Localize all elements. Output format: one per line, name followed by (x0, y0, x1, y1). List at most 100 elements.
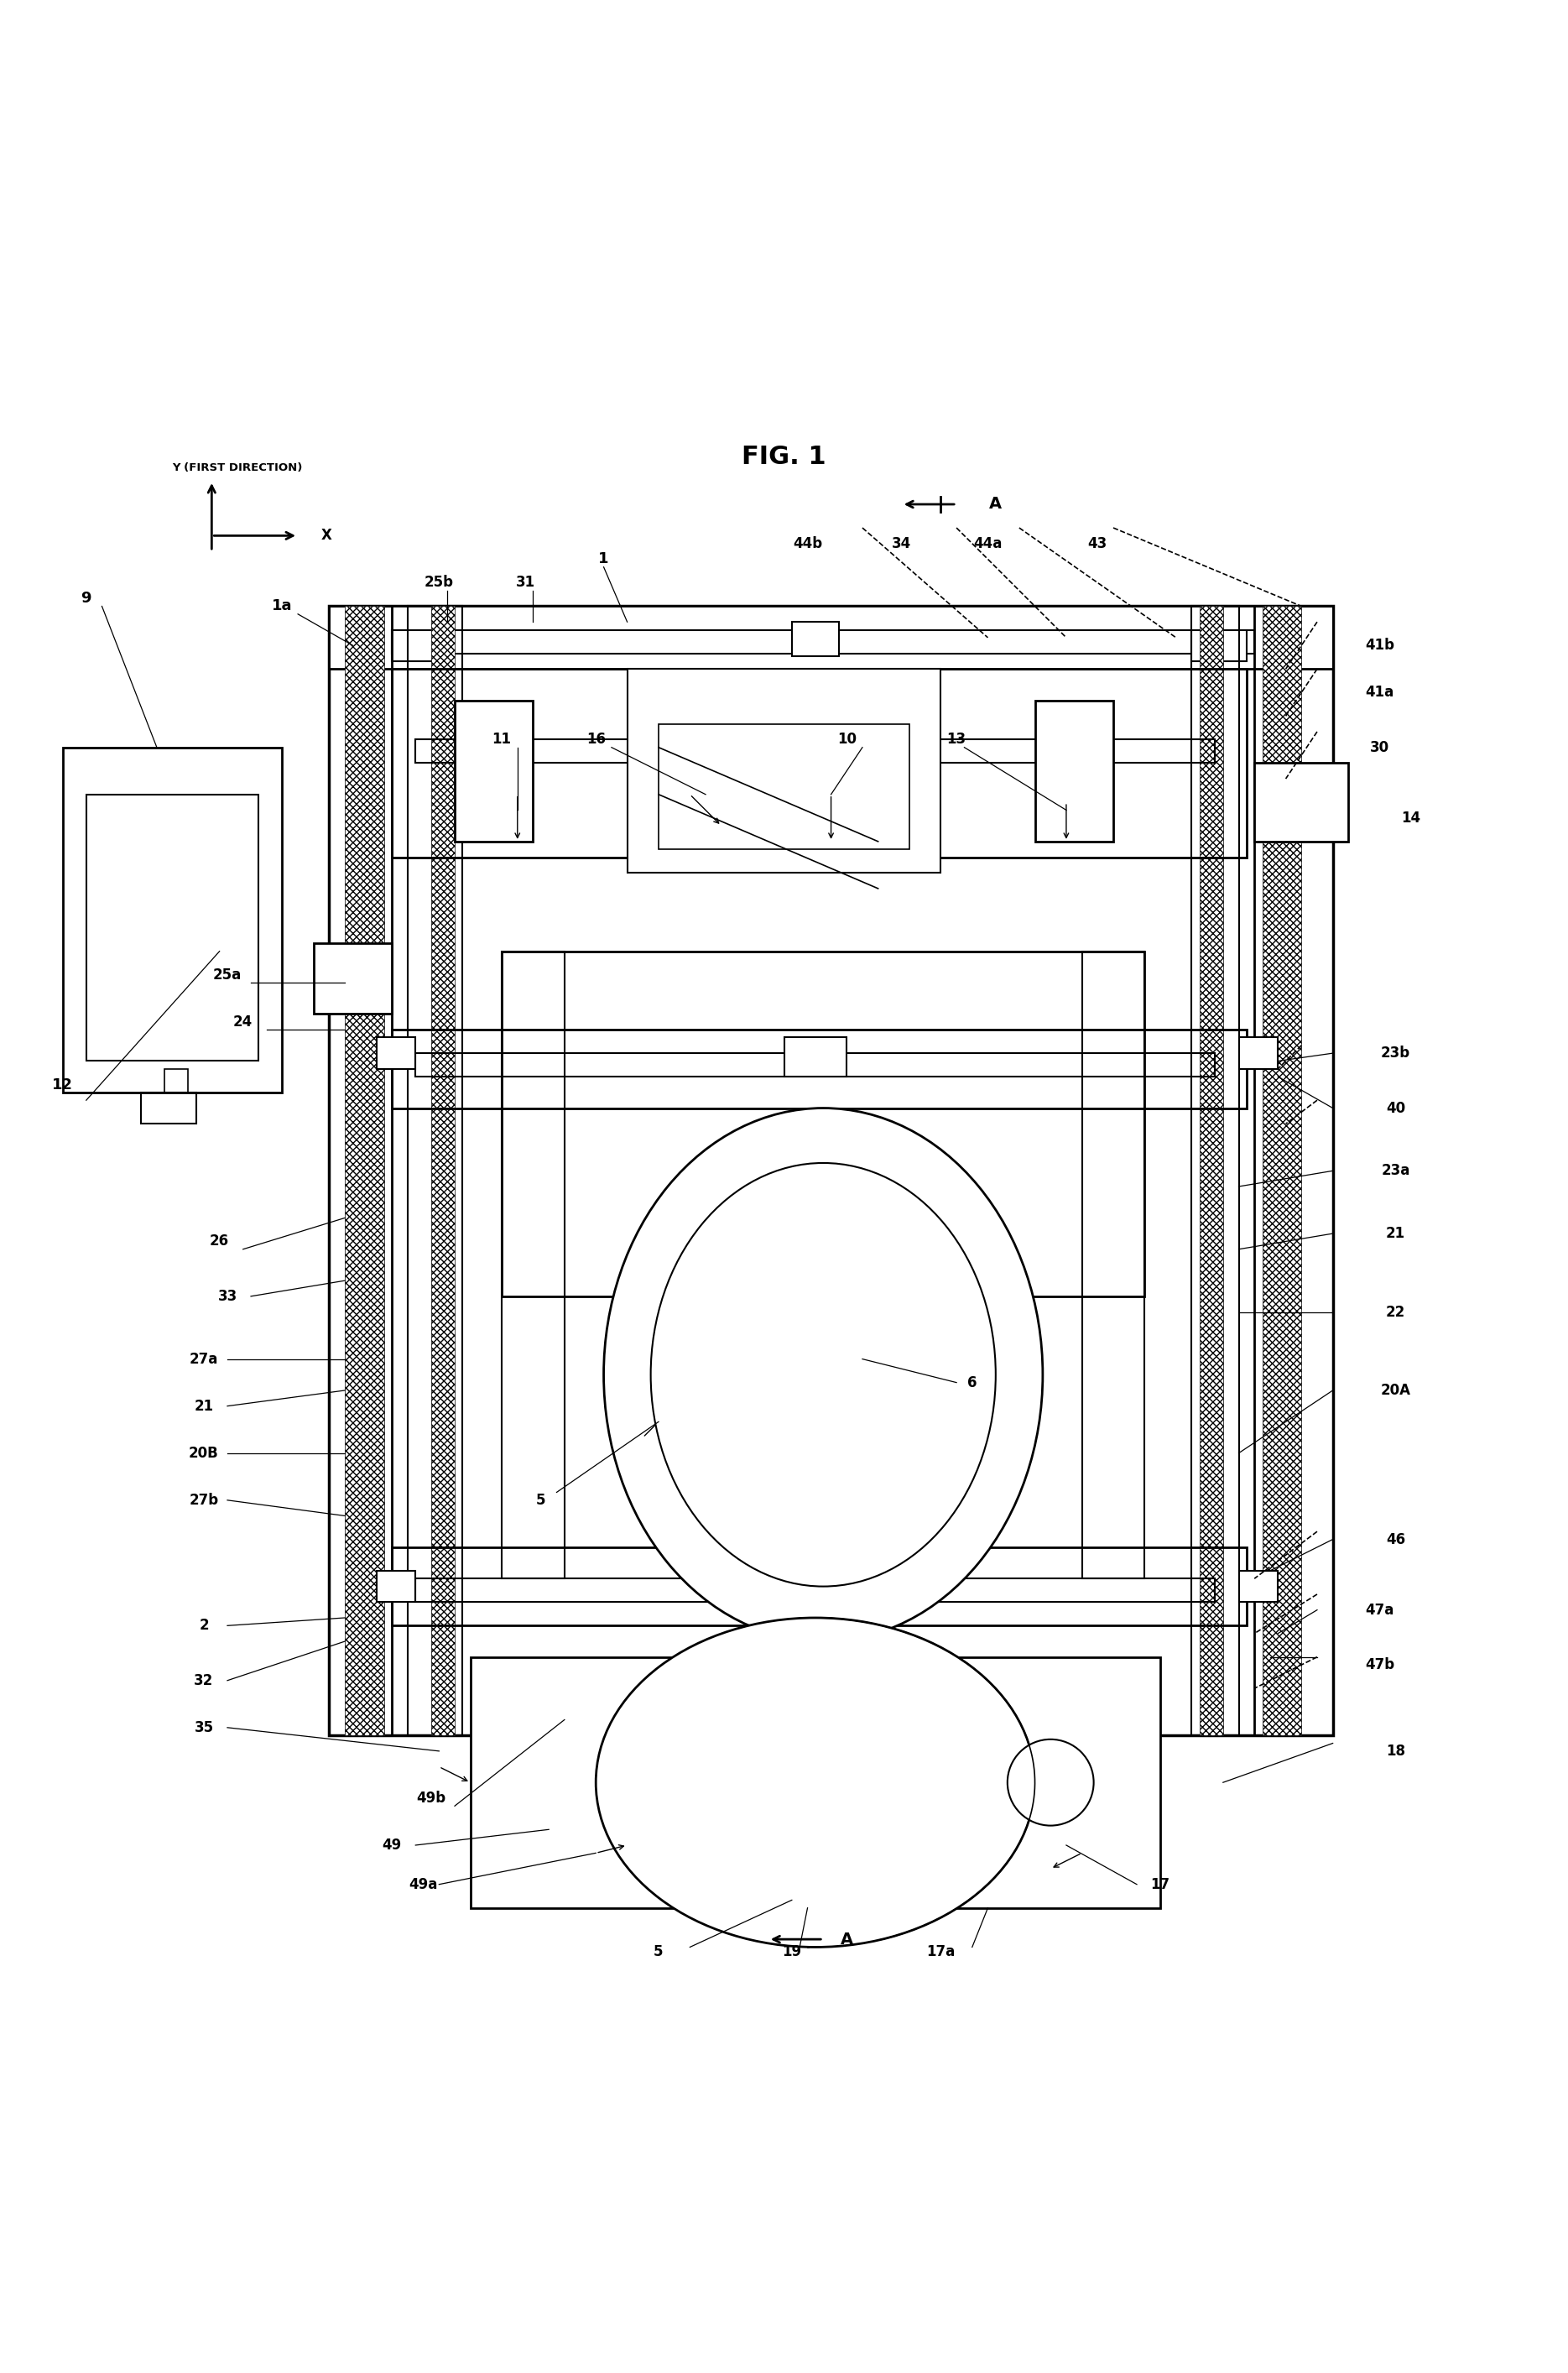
Text: 11: 11 (492, 731, 511, 747)
Bar (392, 629, 1254, 653)
Bar (784, 717, 847, 764)
Bar (502, 952, 564, 1578)
Bar (1200, 605, 1223, 1735)
Bar (408, 605, 463, 1735)
Text: 22: 22 (1386, 1305, 1405, 1319)
Bar (792, 1633, 839, 1666)
Bar (392, 1547, 1247, 1626)
Text: 34: 34 (892, 536, 911, 551)
Bar (470, 1656, 1160, 1908)
Bar (659, 724, 909, 850)
Bar (376, 1037, 416, 1068)
Text: 23a: 23a (1381, 1163, 1410, 1179)
Text: 40: 40 (1386, 1101, 1405, 1115)
Text: 32: 32 (194, 1673, 213, 1687)
Bar (1082, 952, 1145, 1578)
Text: 46: 46 (1386, 1533, 1405, 1547)
Text: 27b: 27b (190, 1493, 218, 1507)
Bar (431, 605, 455, 1735)
Bar (1239, 1037, 1278, 1068)
Bar (1262, 605, 1301, 1735)
Bar (141, 1092, 196, 1125)
Text: 41a: 41a (1366, 686, 1394, 700)
Bar (165, 1068, 188, 1092)
Text: 13: 13 (947, 731, 966, 747)
Text: 49b: 49b (417, 1792, 445, 1806)
Bar (329, 605, 1333, 1735)
Text: 17a: 17a (927, 1943, 955, 1960)
Text: 6: 6 (967, 1374, 977, 1391)
Text: 2: 2 (199, 1618, 209, 1633)
Bar (416, 1054, 1215, 1077)
Text: 18: 18 (1386, 1744, 1405, 1758)
Text: 49a: 49a (409, 1877, 437, 1891)
Text: 49: 49 (383, 1837, 401, 1853)
Bar (627, 669, 941, 873)
Bar (1035, 700, 1113, 842)
Bar (455, 700, 533, 842)
Text: 30: 30 (1370, 740, 1389, 755)
Bar (314, 944, 392, 1013)
Text: 44a: 44a (974, 536, 1002, 551)
Text: 27a: 27a (190, 1353, 218, 1367)
Text: 43: 43 (1088, 536, 1107, 551)
Text: 26: 26 (210, 1234, 229, 1248)
Text: 17: 17 (1151, 1877, 1170, 1891)
Text: 31: 31 (516, 574, 535, 591)
Bar (1239, 1571, 1278, 1602)
Text: A: A (989, 496, 1002, 513)
Bar (392, 629, 447, 662)
Ellipse shape (651, 1163, 996, 1588)
Ellipse shape (596, 1618, 1035, 1948)
Ellipse shape (604, 1108, 1043, 1642)
Bar (86, 795, 259, 1061)
Text: 20A: 20A (1380, 1383, 1411, 1398)
Text: A: A (840, 1932, 853, 1948)
Text: 47a: 47a (1366, 1602, 1394, 1618)
Text: 44b: 44b (793, 536, 822, 551)
Text: 16: 16 (586, 731, 605, 747)
Bar (784, 1037, 847, 1077)
Text: 5: 5 (536, 1493, 546, 1507)
Text: 24: 24 (234, 1013, 252, 1030)
Bar (416, 740, 1215, 764)
Bar (1254, 605, 1333, 1735)
Text: 10: 10 (837, 731, 856, 747)
Text: 21: 21 (1386, 1227, 1405, 1241)
Bar (1192, 629, 1247, 662)
Text: 41b: 41b (1366, 638, 1394, 653)
Bar (392, 1030, 1247, 1108)
Text: 47b: 47b (1366, 1656, 1394, 1673)
Bar (329, 605, 1333, 669)
Bar (329, 605, 392, 1735)
Text: 19: 19 (782, 1943, 801, 1960)
Text: X: X (321, 529, 332, 543)
Bar (792, 622, 839, 657)
Text: 1: 1 (599, 551, 608, 567)
Bar (784, 1626, 847, 1666)
Text: 1a: 1a (271, 598, 293, 615)
Text: 12: 12 (52, 1077, 74, 1092)
Text: 21: 21 (194, 1398, 213, 1414)
Bar (392, 669, 1247, 857)
Bar (792, 1877, 839, 1908)
Text: 33: 33 (218, 1289, 237, 1303)
Bar (784, 1564, 847, 1609)
Text: 9: 9 (82, 591, 91, 605)
Text: 14: 14 (1402, 812, 1421, 826)
Bar (376, 1571, 416, 1602)
Text: 23b: 23b (1381, 1046, 1410, 1061)
Bar (502, 952, 1145, 1296)
Bar (416, 1578, 1215, 1602)
Text: 25b: 25b (425, 574, 453, 591)
Text: 20B: 20B (188, 1445, 220, 1462)
Bar (63, 747, 282, 1092)
Bar (1192, 605, 1239, 1735)
Text: 35: 35 (194, 1720, 213, 1735)
Text: 25a: 25a (213, 968, 241, 982)
Text: Y (FIRST DIRECTION): Y (FIRST DIRECTION) (172, 463, 303, 475)
Text: 5: 5 (654, 1943, 663, 1960)
Bar (345, 605, 384, 1735)
Text: FIG. 1: FIG. 1 (742, 446, 826, 470)
Ellipse shape (1007, 1739, 1094, 1825)
